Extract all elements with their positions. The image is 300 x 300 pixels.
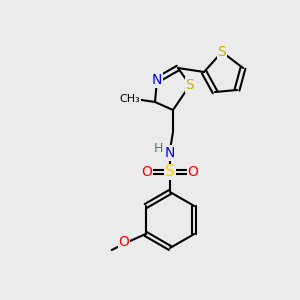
Text: H: H xyxy=(153,142,163,154)
Text: N: N xyxy=(152,73,162,87)
Text: O: O xyxy=(188,165,198,179)
Text: N: N xyxy=(165,146,175,160)
Text: S: S xyxy=(218,45,226,59)
Text: O: O xyxy=(118,235,129,249)
Text: O: O xyxy=(142,165,152,179)
Text: S: S xyxy=(186,78,194,92)
Text: CH₃: CH₃ xyxy=(120,94,140,104)
Text: S: S xyxy=(165,164,175,179)
